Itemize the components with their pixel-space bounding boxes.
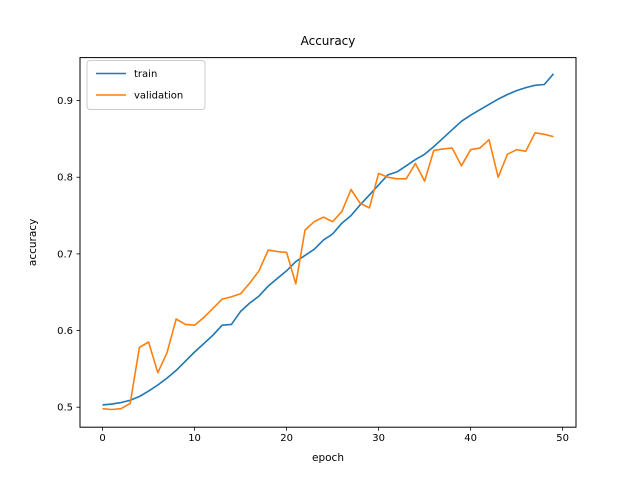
legend-label-validation: validation [134, 91, 183, 102]
x-tick-label: 0 [99, 433, 105, 444]
x-tick-label: 50 [556, 433, 569, 444]
y-axis-label: accuracy [27, 219, 39, 266]
x-tick-label: 30 [372, 433, 385, 444]
y-tick-label: 0.8 [57, 173, 73, 184]
y-tick-label: 0.6 [57, 326, 73, 337]
x-tick-label: 20 [280, 433, 293, 444]
series-line-validation [102, 132, 554, 411]
x-axis-label: epoch [312, 452, 344, 464]
legend-box [86, 60, 206, 110]
y-tick-label: 0.7 [57, 249, 73, 260]
series-line-train [102, 73, 555, 406]
y-tick-label: 0.9 [57, 96, 73, 107]
chart-title: Accuracy [301, 34, 356, 48]
x-tick-label: 40 [464, 433, 477, 444]
x-tick-label: 10 [188, 433, 201, 444]
axes-spines [79, 57, 577, 428]
y-tick-label: 0.5 [57, 403, 73, 414]
legend-label-train: train [134, 69, 157, 80]
plot-area: 0 10 20 30 40 50 0.5 0.6 0.7 0.8 0.9 Accuracy epoch a… [27, 34, 577, 464]
